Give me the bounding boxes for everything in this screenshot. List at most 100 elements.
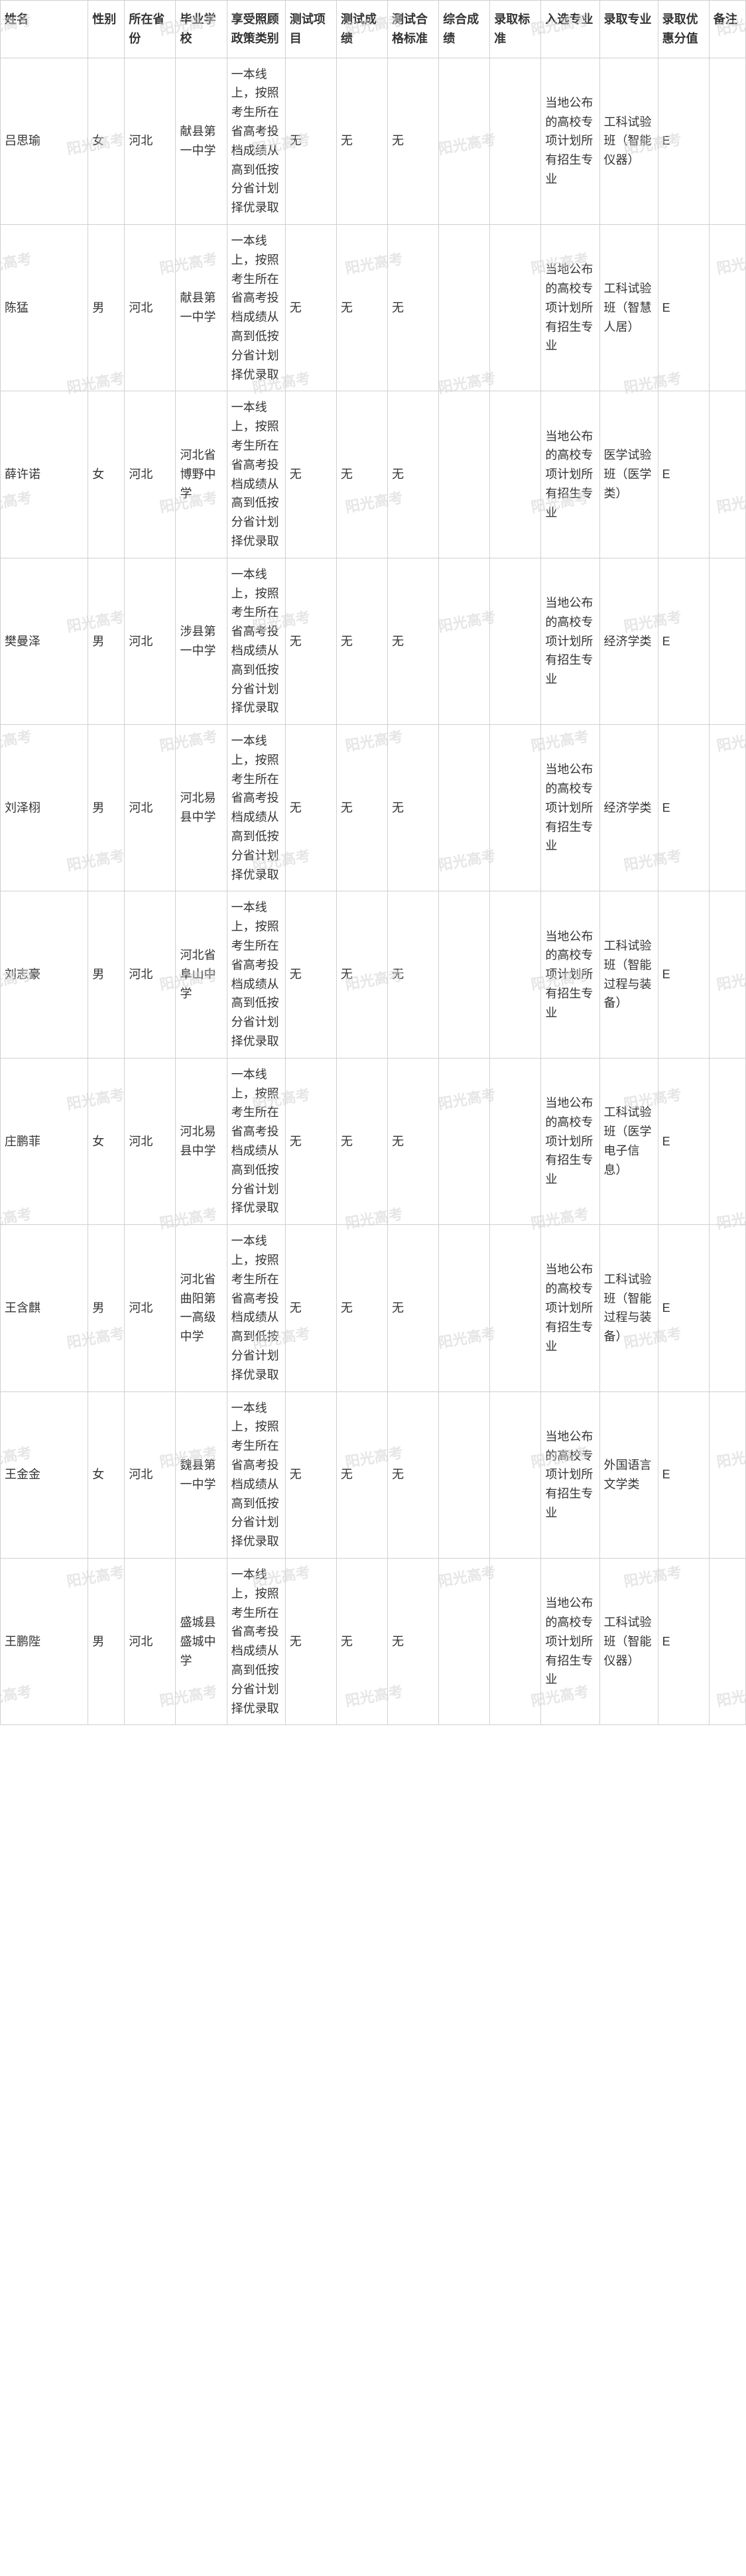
table-cell: 男	[88, 1225, 125, 1391]
table-cell: E	[658, 558, 709, 724]
table-cell: 无	[285, 391, 336, 558]
table-cell	[439, 558, 490, 724]
table-cell: 当地公布的高校专项计划所有招生专业	[541, 391, 599, 558]
table-row: 刘志豪男河北河北省阜山中学一本线上，按照考生所在省高考投档成绩从高到低按分省计划…	[1, 891, 746, 1058]
table-cell: 女	[88, 391, 125, 558]
header-cell: 享受照顾政策类别	[227, 1, 285, 58]
table-cell: 无	[336, 1391, 387, 1558]
header-cell: 录取标准	[490, 1, 541, 58]
table-cell: 无	[387, 1058, 438, 1224]
header-cell: 测试合格标准	[387, 1, 438, 58]
table-cell	[439, 891, 490, 1058]
table-cell: 无	[387, 558, 438, 724]
table-cell: 当地公布的高校专项计划所有招生专业	[541, 891, 599, 1058]
table-cell: 工科试验班（智慧人居）	[599, 224, 658, 391]
table-cell: 王金金	[1, 1391, 88, 1558]
table-cell	[439, 224, 490, 391]
table-cell: 刘志豪	[1, 891, 88, 1058]
table-row: 樊曼泽男河北涉县第一中学一本线上，按照考生所在省高考投档成绩从高到低按分省计划择…	[1, 558, 746, 724]
table-cell	[709, 1058, 745, 1224]
table-cell: 女	[88, 58, 125, 224]
table-cell: 陈猛	[1, 224, 88, 391]
table-cell: 无	[336, 1558, 387, 1724]
table-row: 王鹏陛男河北盛城县盛城中学一本线上，按照考生所在省高考投档成绩从高到低按分省计划…	[1, 1558, 746, 1724]
table-cell: 一本线上，按照考生所在省高考投档成绩从高到低按分省计划择优录取	[227, 391, 285, 558]
table-cell: 一本线上，按照考生所在省高考投档成绩从高到低按分省计划择优录取	[227, 725, 285, 891]
table-cell: 无	[285, 1391, 336, 1558]
table-cell: 河北	[125, 1391, 176, 1558]
header-cell: 所在省份	[125, 1, 176, 58]
table-cell: 男	[88, 558, 125, 724]
table-row: 王含麒男河北河北省曲阳第一高级中学一本线上，按照考生所在省高考投档成绩从高到低按…	[1, 1225, 746, 1391]
table-cell: 当地公布的高校专项计划所有招生专业	[541, 1391, 599, 1558]
header-cell: 测试成绩	[336, 1, 387, 58]
table-wrapper: 姓名性别所在省份毕业学校享受照顾政策类别测试项目测试成绩测试合格标准综合成绩录取…	[0, 0, 746, 1725]
table-cell	[439, 725, 490, 891]
table-cell: 当地公布的高校专项计划所有招生专业	[541, 1225, 599, 1391]
table-cell: 无	[285, 224, 336, 391]
admissions-table: 姓名性别所在省份毕业学校享受照顾政策类别测试项目测试成绩测试合格标准综合成绩录取…	[0, 0, 746, 1725]
table-cell: E	[658, 725, 709, 891]
table-cell: 刘泽栩	[1, 725, 88, 891]
table-cell: E	[658, 58, 709, 224]
header-cell: 姓名	[1, 1, 88, 58]
table-cell: 献县第一中学	[176, 224, 227, 391]
table-cell: 无	[387, 1391, 438, 1558]
table-cell: 一本线上，按照考生所在省高考投档成绩从高到低按分省计划择优录取	[227, 558, 285, 724]
table-cell: E	[658, 224, 709, 391]
table-cell: 工科试验班（智能仪器）	[599, 1558, 658, 1724]
table-row: 吕思瑜女河北献县第一中学一本线上，按照考生所在省高考投档成绩从高到低按分省计划择…	[1, 58, 746, 224]
table-cell: 女	[88, 1391, 125, 1558]
table-cell	[490, 725, 541, 891]
table-cell: 河北省阜山中学	[176, 891, 227, 1058]
table-cell: 一本线上，按照考生所在省高考投档成绩从高到低按分省计划择优录取	[227, 1225, 285, 1391]
table-cell: 无	[336, 391, 387, 558]
table-cell: 无	[336, 1058, 387, 1224]
table-cell: 无	[285, 58, 336, 224]
table-cell: 河北	[125, 391, 176, 558]
table-cell: 经济学类	[599, 558, 658, 724]
table-cell: 河北	[125, 891, 176, 1058]
table-cell	[490, 558, 541, 724]
table-cell: 河北省博野中学	[176, 391, 227, 558]
table-cell: 无	[336, 224, 387, 391]
table-cell: E	[658, 391, 709, 558]
table-body: 吕思瑜女河北献县第一中学一本线上，按照考生所在省高考投档成绩从高到低按分省计划择…	[1, 58, 746, 1725]
header-cell: 测试项目	[285, 1, 336, 58]
table-cell: 薛许诺	[1, 391, 88, 558]
table-header-row: 姓名性别所在省份毕业学校享受照顾政策类别测试项目测试成绩测试合格标准综合成绩录取…	[1, 1, 746, 58]
table-cell: 盛城县盛城中学	[176, 1558, 227, 1724]
table-cell: 无	[336, 558, 387, 724]
table-cell	[490, 58, 541, 224]
table-cell	[490, 224, 541, 391]
header-cell: 毕业学校	[176, 1, 227, 58]
table-cell: 当地公布的高校专项计划所有招生专业	[541, 558, 599, 724]
table-cell: 当地公布的高校专项计划所有招生专业	[541, 1558, 599, 1724]
table-cell: 无	[387, 1558, 438, 1724]
table-cell: 无	[285, 558, 336, 724]
header-cell: 综合成绩	[439, 1, 490, 58]
table-cell	[439, 1391, 490, 1558]
table-cell: 无	[285, 725, 336, 891]
table-cell: 工科试验班（智能仪器）	[599, 58, 658, 224]
table-cell: 一本线上，按照考生所在省高考投档成绩从高到低按分省计划择优录取	[227, 224, 285, 391]
table-cell: 吕思瑜	[1, 58, 88, 224]
table-cell: 河北易县中学	[176, 725, 227, 891]
table-cell: 当地公布的高校专项计划所有招生专业	[541, 1058, 599, 1224]
table-cell: E	[658, 1058, 709, 1224]
table-cell: 无	[387, 891, 438, 1058]
table-cell: E	[658, 891, 709, 1058]
header-cell: 录取优惠分值	[658, 1, 709, 58]
header-cell: 性别	[88, 1, 125, 58]
header-cell: 录取专业	[599, 1, 658, 58]
table-cell	[439, 1225, 490, 1391]
table-cell: 王鹏陛	[1, 1558, 88, 1724]
table-cell: 河北	[125, 58, 176, 224]
table-cell: 涉县第一中学	[176, 558, 227, 724]
table-row: 庄鹏菲女河北河北易县中学一本线上，按照考生所在省高考投档成绩从高到低按分省计划择…	[1, 1058, 746, 1224]
table-cell	[709, 558, 745, 724]
table-cell	[439, 1558, 490, 1724]
table-cell: 无	[336, 1225, 387, 1391]
table-cell: 医学试验班（医学类）	[599, 391, 658, 558]
table-cell: 无	[387, 224, 438, 391]
